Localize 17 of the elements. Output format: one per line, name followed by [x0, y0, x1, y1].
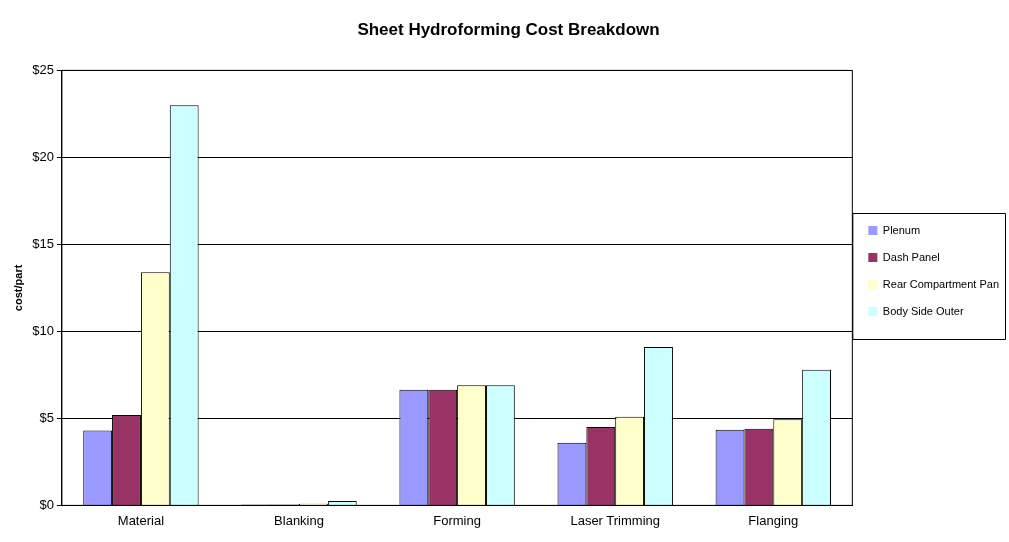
x-tick-label: Material — [117, 512, 165, 528]
legend-label: Dash Panel — [882, 250, 940, 263]
legend-label: Plenum — [882, 223, 921, 236]
y-tick-label: $20 — [32, 148, 54, 164]
x-tick-label: Blanking — [274, 512, 324, 528]
y-tick-label: $0 — [39, 496, 54, 512]
y-tick-label: $10 — [32, 322, 54, 338]
x-tick-label: Laser Trimming — [570, 512, 660, 528]
y-tick-label: $25 — [32, 61, 54, 77]
y-tick-label: $5 — [39, 409, 54, 425]
legend-label: Rear Compartment Pan — [882, 277, 1000, 290]
chart-title: Sheet Hydroforming Cost Breakdown — [357, 19, 660, 39]
y-tick-label: $15 — [32, 235, 54, 251]
x-tick-label: Flanging — [748, 512, 799, 528]
x-tick-label: Forming — [433, 512, 481, 528]
legend-label: Body Side Outer — [882, 304, 964, 317]
y-axis-title: cost/part — [11, 264, 24, 312]
